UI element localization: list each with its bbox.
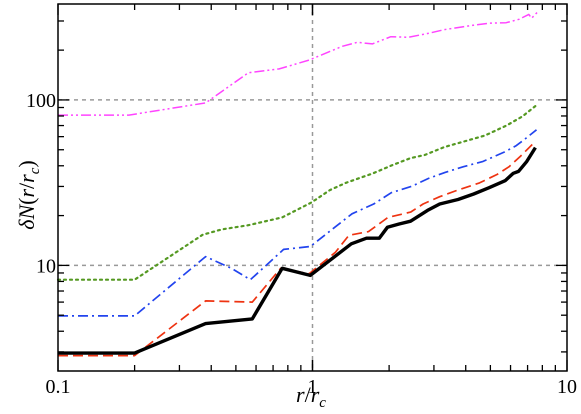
series-line-dashdotdot xyxy=(58,11,538,116)
x-axis-label: r/rc xyxy=(296,382,326,411)
y-tick-label: 100 xyxy=(26,90,56,112)
axis-ticks xyxy=(57,4,568,371)
series-line-dashed xyxy=(58,140,537,357)
series-line-solid xyxy=(58,146,537,355)
y-axis-label: δN(r/rc) xyxy=(14,160,43,229)
x-tick-label: 0.1 xyxy=(46,376,71,398)
tick-labels: 0.1 1 10 10 100 xyxy=(26,90,577,398)
series-line-dotted xyxy=(56,103,539,281)
y-tick-label: 10 xyxy=(36,255,56,277)
gridlines xyxy=(58,4,567,371)
x-tick-label: 10 xyxy=(557,376,577,398)
series-layer xyxy=(56,11,539,357)
x-tick-label: 1 xyxy=(308,376,318,398)
series-line-dashdot xyxy=(58,129,538,317)
